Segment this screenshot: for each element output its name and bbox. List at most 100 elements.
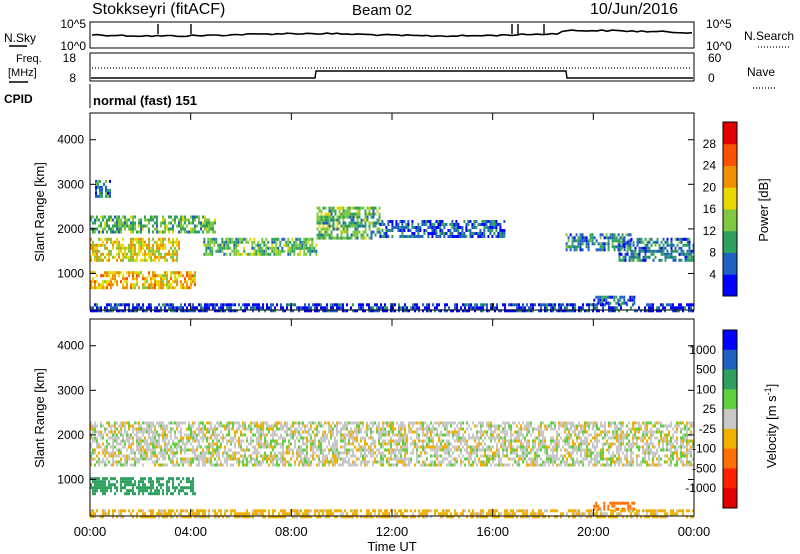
- data-cell: [212, 451, 214, 455]
- data-cell: [654, 243, 657, 247]
- data-cell: [132, 243, 134, 247]
- data-cell: [186, 218, 188, 222]
- data-cell: [98, 442, 100, 446]
- data-cell: [142, 454, 144, 458]
- data-cell: [498, 460, 500, 464]
- data-cell: [116, 463, 118, 467]
- data-cell: [418, 454, 420, 458]
- data-cell: [372, 309, 374, 313]
- data-cell: [456, 303, 458, 307]
- data-cell: [106, 486, 108, 490]
- data-cell: [536, 436, 538, 440]
- data-cell: [514, 421, 516, 425]
- data-cell: [380, 451, 382, 455]
- data-cell: [446, 424, 448, 428]
- data-cell: [364, 454, 366, 458]
- data-cell: [455, 229, 458, 232]
- data-cell: [684, 243, 687, 247]
- data-cell: [418, 421, 420, 425]
- data-cell: [336, 421, 338, 425]
- data-cell: [544, 439, 546, 443]
- data-cell: [180, 427, 182, 431]
- data-cell: [483, 223, 486, 226]
- data-cell: [238, 460, 240, 464]
- data-cell: [388, 430, 390, 434]
- data-cell: [480, 421, 482, 425]
- data-cell: [320, 421, 322, 425]
- data-cell: [146, 258, 148, 262]
- data-cell: [680, 246, 683, 250]
- data-cell: [160, 433, 162, 437]
- data-cell: [286, 460, 288, 464]
- data-cell: [316, 215, 319, 219]
- data-cell: [344, 445, 346, 449]
- data-cell: [158, 274, 160, 278]
- data-cell: [580, 309, 582, 313]
- data-cell: [544, 445, 546, 449]
- data-cell: [471, 223, 474, 226]
- data-cell: [548, 445, 550, 449]
- data-cell: [162, 255, 164, 259]
- data-cell: [260, 421, 262, 425]
- data-cell: [206, 221, 208, 225]
- data-cell: [233, 243, 236, 247]
- data-cell: [436, 463, 438, 467]
- data-cell: [154, 442, 156, 446]
- data-cell: [298, 439, 300, 443]
- data-cell: [128, 442, 130, 446]
- data-cell: [142, 283, 144, 287]
- data-cell: [136, 252, 138, 256]
- data-cell: [98, 451, 100, 455]
- data-cell: [164, 303, 166, 307]
- data-cell: [536, 463, 538, 467]
- data-cell: [138, 457, 140, 461]
- data-cell: [376, 460, 378, 464]
- data-cell: [97, 194, 99, 198]
- data-cell: [666, 240, 669, 244]
- data-cell: [174, 309, 176, 313]
- data-cell: [324, 306, 326, 310]
- data-cell: [162, 221, 164, 225]
- data-cell: [257, 246, 260, 250]
- data-cell: [90, 215, 92, 219]
- data-cell: [244, 433, 246, 437]
- data-cell: [142, 489, 144, 493]
- data-cell: [400, 430, 402, 434]
- data-cell: [550, 439, 552, 443]
- data-cell: [402, 424, 404, 428]
- data-cell: [140, 442, 142, 446]
- data-cell: [595, 248, 598, 252]
- data-cell: [330, 309, 332, 313]
- data-cell: [116, 480, 118, 484]
- data-cell: [94, 309, 96, 313]
- data-cell: [589, 236, 592, 240]
- data-cell: [198, 221, 200, 225]
- data-cell: [96, 424, 98, 428]
- data-cell: [366, 424, 368, 428]
- data-cell: [320, 218, 323, 222]
- data-cell: [601, 295, 604, 299]
- data-cell: [470, 427, 472, 431]
- data-cell: [262, 454, 264, 458]
- data-cell: [266, 427, 268, 431]
- data-cell: [672, 258, 675, 262]
- data-cell: [211, 240, 214, 244]
- data-cell: [190, 227, 192, 231]
- data-cell: [462, 303, 464, 307]
- data-cell: [238, 303, 240, 307]
- data-cell: [664, 309, 666, 313]
- data-cell: [272, 448, 274, 452]
- data-cell: [233, 240, 236, 244]
- data-cell: [419, 226, 422, 229]
- data-cell: [492, 424, 494, 428]
- data-cell: [287, 240, 290, 244]
- data-cell: [490, 306, 492, 310]
- data-cell: [640, 240, 643, 244]
- data-cell: [416, 448, 418, 452]
- data-cell: [500, 430, 502, 434]
- data-cell: [253, 252, 256, 256]
- data-cell: [458, 427, 460, 431]
- data-cell: [597, 248, 600, 252]
- data-cell: [356, 430, 358, 434]
- data-cell: [558, 463, 560, 467]
